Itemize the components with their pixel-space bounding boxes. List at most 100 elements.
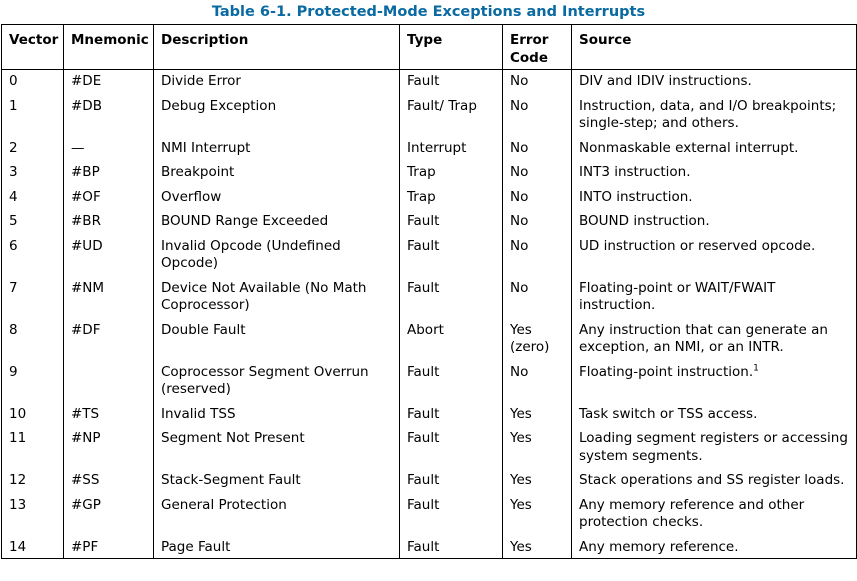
cell-mnemonic: #DF bbox=[63, 316, 154, 359]
cell-description: General Protection bbox=[153, 491, 400, 534]
cell-type: Fault bbox=[399, 400, 503, 425]
cell-error-code: No bbox=[502, 274, 572, 317]
cell-source: Stack operations and SS register loads. bbox=[571, 467, 857, 492]
cell-type: Trap bbox=[399, 183, 503, 208]
cell-source: Any instruction that can generate an exc… bbox=[571, 316, 857, 359]
cell-vector: 3 bbox=[1, 159, 64, 184]
cell-vector: 2 bbox=[1, 134, 64, 159]
error-code-value: No bbox=[510, 213, 529, 229]
error-code-value: Yes bbox=[510, 430, 532, 446]
cell-vector: 7 bbox=[1, 274, 64, 317]
error-code-value: No bbox=[510, 363, 529, 380]
error-code-value: No bbox=[510, 164, 529, 180]
cell-type: Fault/ Trap bbox=[399, 92, 503, 135]
cell-mnemonic: #NP bbox=[63, 425, 154, 467]
cell-source: Instruction, data, and I/O breakpoints; … bbox=[571, 92, 857, 135]
table-row: 9 Coprocessor Segment Overrun (reserved) F… bbox=[1, 358, 857, 401]
cell-source: DIV and IDIV instructions. bbox=[571, 69, 857, 93]
table-row: 6 #UD Invalid Opcode (Undefined Opcode) Fau… bbox=[1, 232, 857, 275]
error-code-value: No bbox=[510, 73, 529, 89]
cell-description: Breakpoint bbox=[153, 159, 400, 184]
cell-vector: 5 bbox=[1, 208, 64, 233]
cell-vector: 0 bbox=[1, 69, 64, 93]
cell-description: Divide Error bbox=[153, 69, 400, 93]
table-row: 1 #DB Debug Exception Fault/ Trap No Instruct… bbox=[1, 92, 857, 135]
cell-vector: 4 bbox=[1, 183, 64, 208]
cell-description: Overflow bbox=[153, 183, 400, 208]
header-source: Source bbox=[571, 24, 857, 70]
cell-error-code: No bbox=[502, 232, 572, 275]
cell-mnemonic: #DE bbox=[63, 69, 154, 93]
table-row: 2— NMI Interrupt Interrupt No Nonmaskable ex… bbox=[1, 134, 857, 159]
cell-vector: 13 bbox=[1, 491, 64, 534]
table-row: 12 #SS Stack-Segment Fault Fault Yes Stack op… bbox=[1, 467, 857, 492]
cell-error-code: Yes bbox=[502, 400, 572, 425]
cell-error-code: Yes (zero) bbox=[502, 316, 572, 359]
source-text: Stack operations and SS register loads. bbox=[579, 472, 845, 488]
cell-type: Fault bbox=[399, 69, 503, 93]
cell-mnemonic: — bbox=[63, 134, 154, 159]
cell-mnemonic: #BR bbox=[63, 208, 154, 233]
error-code-value: No bbox=[510, 188, 529, 205]
cell-description: Stack-Segment Fault bbox=[153, 467, 400, 492]
source-text: Loading segment registers or accessing s… bbox=[579, 430, 848, 464]
cell-mnemonic: #DB bbox=[63, 92, 154, 135]
cell-source: BOUND instruction. bbox=[571, 208, 857, 233]
table-body: 0 #DE Divide Error Fault No DIV and IDIV inst… bbox=[1, 69, 857, 559]
cell-type: Fault bbox=[399, 467, 503, 492]
cell-vector: 6 bbox=[1, 232, 64, 275]
cell-source: Loading segment registers or accessing s… bbox=[571, 425, 857, 467]
table-row: 3 #BP Breakpoint Trap No INT3 instruction. bbox=[1, 159, 857, 184]
error-code-note: (zero) bbox=[510, 339, 550, 355]
cell-error-code: Yes bbox=[502, 425, 572, 467]
error-code-value: Yes bbox=[510, 405, 532, 422]
error-code-value: Yes bbox=[510, 472, 532, 488]
table-row: 10 #TS Invalid TSS Fault Yes Task switch or T… bbox=[1, 400, 857, 425]
cell-type: Fault bbox=[399, 232, 503, 275]
source-text: Any instruction that can generate an exc… bbox=[579, 321, 828, 356]
cell-mnemonic: #UD bbox=[63, 232, 154, 275]
cell-source: Floating-point or WAIT/FWAIT instruction… bbox=[571, 274, 857, 317]
table-caption: Table 6-1. Protected-Mode Exceptions and… bbox=[211, 4, 646, 20]
error-code-value: No bbox=[510, 139, 529, 156]
cell-error-code: No bbox=[502, 183, 572, 208]
cell-error-code: No bbox=[502, 92, 572, 135]
header-row: Vector Mnemonic Description Type Error C… bbox=[1, 24, 857, 70]
source-text: INT3 instruction. bbox=[579, 164, 691, 180]
cell-vector: 12 bbox=[1, 467, 64, 492]
cell-description: Segment Not Present bbox=[153, 425, 400, 467]
cell-mnemonic: #BP bbox=[63, 159, 154, 184]
cell-type: Fault bbox=[399, 274, 503, 317]
footnote-marker: 1 bbox=[753, 363, 759, 373]
cell-source: Floating-point instruction.1 bbox=[571, 358, 857, 401]
cell-type: Fault bbox=[399, 425, 503, 467]
error-code-value: Yes bbox=[510, 496, 532, 513]
cell-type: Fault bbox=[399, 208, 503, 233]
cell-description: Coprocessor Segment Overrun (reserved) bbox=[153, 358, 400, 401]
cell-description: Debug Exception bbox=[153, 92, 400, 135]
table-row: 11 #NP Segment Not Present Fault Yes Loading … bbox=[1, 425, 857, 467]
cell-error-code: No bbox=[502, 159, 572, 184]
cell-type: Interrupt bbox=[399, 134, 503, 159]
cell-vector: 11 bbox=[1, 425, 64, 467]
table-row: 7 #NM Device Not Available (No Math Coproc… bbox=[1, 274, 857, 317]
cell-source: Task switch or TSS access. bbox=[571, 400, 857, 425]
cell-mnemonic: #TS bbox=[63, 400, 154, 425]
cell-error-code: No bbox=[502, 208, 572, 233]
cell-source: INTO instruction. bbox=[571, 183, 857, 208]
header-type: Type bbox=[399, 24, 503, 70]
source-text: Task switch or TSS access. bbox=[579, 405, 758, 422]
cell-type: Fault bbox=[399, 358, 503, 401]
cell-type: Fault bbox=[399, 491, 503, 534]
table-row: 4 #OF Overflow Trap No INTO instruction. bbox=[1, 183, 857, 208]
cell-source: Any memory reference. bbox=[571, 533, 857, 559]
table-row: 8 #DF Double Fault Abort Yes (zero) Any instru… bbox=[1, 316, 857, 359]
source-text: DIV and IDIV instructions. bbox=[579, 73, 752, 89]
table-row: 0 #DE Divide Error Fault No DIV and IDIV inst… bbox=[1, 69, 857, 93]
cell-mnemonic: #PF bbox=[63, 533, 154, 559]
cell-description: Device Not Available (No Math Coprocesso… bbox=[153, 274, 400, 317]
cell-type: Fault bbox=[399, 533, 503, 559]
source-text: Nonmaskable external interrupt. bbox=[579, 139, 799, 156]
cell-description: Invalid TSS bbox=[153, 400, 400, 425]
error-code-value: Yes bbox=[510, 321, 532, 338]
